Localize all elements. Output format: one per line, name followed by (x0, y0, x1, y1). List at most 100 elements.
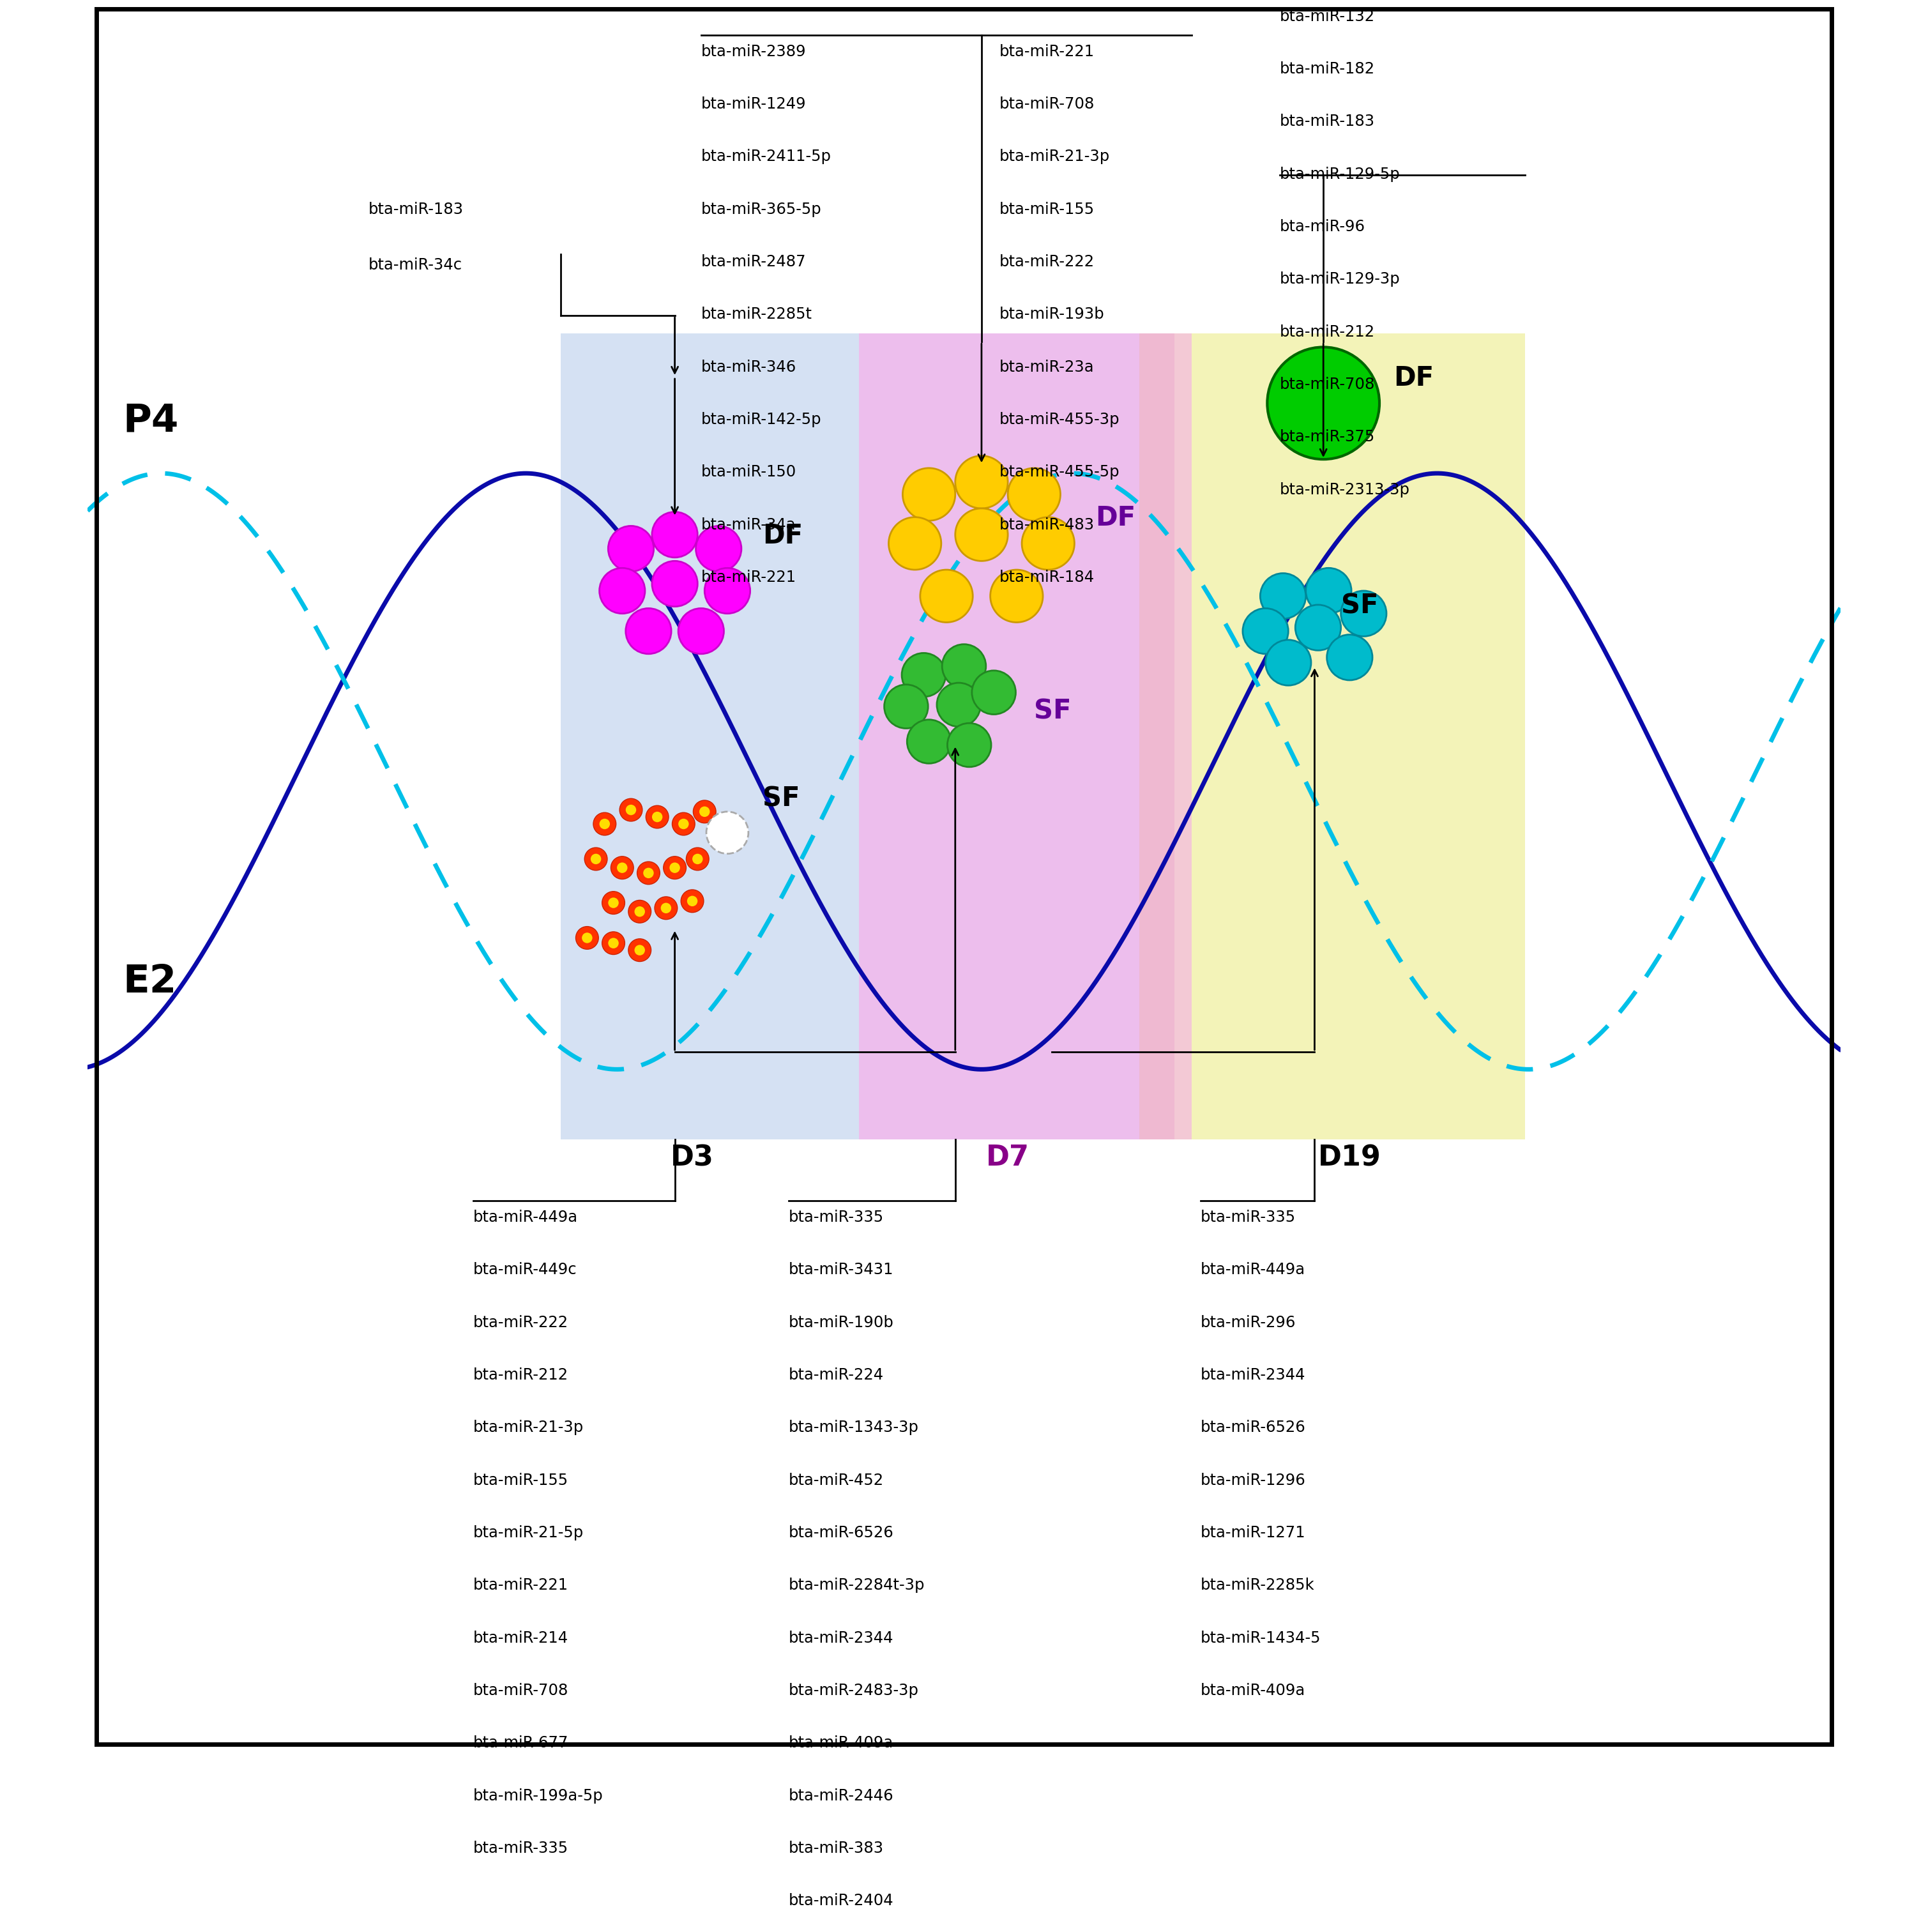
Circle shape (694, 800, 715, 823)
Text: bta-miR-2389: bta-miR-2389 (702, 44, 806, 60)
Text: bta-miR-2344: bta-miR-2344 (789, 1631, 895, 1646)
Text: bta-miR-383: bta-miR-383 (789, 1841, 883, 1857)
Circle shape (679, 819, 688, 829)
Circle shape (1265, 639, 1311, 686)
Text: bta-miR-2285t: bta-miR-2285t (702, 307, 812, 323)
Circle shape (661, 902, 671, 914)
Text: bta-miR-2404: bta-miR-2404 (789, 1893, 895, 1909)
Text: bta-miR-449a: bta-miR-449a (1201, 1262, 1305, 1277)
Circle shape (906, 719, 951, 763)
Text: bta-miR-296: bta-miR-296 (1201, 1316, 1296, 1329)
Text: D19: D19 (1319, 1144, 1380, 1171)
Text: bta-miR-2487: bta-miR-2487 (702, 255, 806, 270)
Circle shape (902, 653, 945, 697)
Text: bta-miR-2313-3p: bta-miR-2313-3p (1280, 483, 1409, 497)
Circle shape (889, 518, 941, 570)
Circle shape (954, 456, 1008, 508)
Circle shape (704, 568, 750, 614)
Text: bta-miR-335: bta-miR-335 (1201, 1209, 1296, 1225)
Text: bta-miR-483: bta-miR-483 (999, 518, 1095, 533)
Circle shape (644, 867, 654, 879)
Text: D3: D3 (671, 1144, 713, 1171)
Circle shape (600, 819, 609, 829)
Circle shape (1340, 591, 1386, 636)
Text: bta-miR-708: bta-miR-708 (1280, 377, 1375, 392)
Text: bta-miR-142-5p: bta-miR-142-5p (702, 412, 821, 427)
Circle shape (696, 526, 742, 572)
Text: bta-miR-212: bta-miR-212 (472, 1368, 569, 1383)
Text: bta-miR-1343-3p: bta-miR-1343-3p (789, 1420, 920, 1435)
Circle shape (1008, 468, 1060, 520)
Circle shape (700, 806, 710, 817)
Circle shape (954, 508, 1008, 560)
Text: DF: DF (1394, 365, 1434, 392)
Text: bta-miR-452: bta-miR-452 (789, 1472, 883, 1488)
Text: bta-miR-214: bta-miR-214 (472, 1631, 569, 1646)
Circle shape (692, 854, 704, 864)
Text: bta-miR-375: bta-miR-375 (1280, 429, 1375, 444)
Text: bta-miR-346: bta-miR-346 (702, 359, 796, 375)
Text: bta-miR-2411-5p: bta-miR-2411-5p (702, 149, 831, 164)
Text: bta-miR-409a: bta-miR-409a (789, 1735, 893, 1750)
Circle shape (619, 798, 642, 821)
Circle shape (937, 682, 981, 726)
Text: DF: DF (1095, 504, 1136, 531)
Circle shape (636, 862, 659, 885)
Circle shape (627, 609, 671, 653)
Circle shape (681, 889, 704, 912)
Circle shape (607, 898, 619, 908)
Text: bta-miR-96: bta-miR-96 (1280, 218, 1365, 234)
Circle shape (686, 896, 698, 906)
Text: bta-miR-455-5p: bta-miR-455-5p (999, 464, 1120, 479)
Circle shape (1326, 634, 1373, 680)
Text: bta-miR-212: bta-miR-212 (1280, 325, 1375, 340)
Circle shape (646, 806, 669, 829)
Circle shape (656, 896, 677, 920)
Text: bta-miR-2285k: bta-miR-2285k (1201, 1578, 1315, 1594)
Text: bta-miR-335: bta-miR-335 (789, 1209, 883, 1225)
Text: bta-miR-6526: bta-miR-6526 (789, 1524, 895, 1540)
Circle shape (991, 570, 1043, 622)
Text: P4: P4 (123, 402, 179, 440)
Circle shape (679, 609, 723, 653)
Circle shape (584, 848, 607, 871)
Circle shape (920, 570, 974, 622)
Circle shape (607, 526, 654, 572)
Circle shape (1305, 568, 1352, 614)
Circle shape (669, 862, 681, 873)
Text: SF: SF (762, 784, 800, 811)
Bar (1192, 332, 1525, 1140)
Bar (561, 332, 858, 1140)
Text: bta-miR-34a: bta-miR-34a (702, 518, 796, 533)
Circle shape (943, 643, 985, 688)
Circle shape (947, 723, 991, 767)
Text: bta-miR-224: bta-miR-224 (789, 1368, 883, 1383)
Bar (1139, 332, 1192, 1140)
Circle shape (634, 906, 646, 918)
Text: bta-miR-6526: bta-miR-6526 (1201, 1420, 1305, 1435)
Text: bta-miR-1271: bta-miR-1271 (1201, 1524, 1305, 1540)
Text: bta-miR-222: bta-miR-222 (999, 255, 1095, 270)
Text: bta-miR-449a: bta-miR-449a (472, 1209, 578, 1225)
Text: D7: D7 (985, 1144, 1030, 1171)
Circle shape (706, 811, 748, 854)
Text: bta-miR-129-3p: bta-miR-129-3p (1280, 272, 1400, 288)
Circle shape (617, 862, 627, 873)
Text: bta-miR-449c: bta-miR-449c (472, 1262, 576, 1277)
Circle shape (590, 854, 602, 864)
Text: bta-miR-1249: bta-miR-1249 (702, 97, 806, 112)
Text: bta-miR-3431: bta-miR-3431 (789, 1262, 895, 1277)
Text: bta-miR-365-5p: bta-miR-365-5p (702, 201, 821, 216)
Text: bta-miR-1296: bta-miR-1296 (1201, 1472, 1305, 1488)
Text: bta-miR-708: bta-miR-708 (999, 97, 1095, 112)
Circle shape (652, 811, 663, 823)
Text: bta-miR-2483-3p: bta-miR-2483-3p (789, 1683, 920, 1698)
Text: bta-miR-199a-5p: bta-miR-199a-5p (472, 1789, 603, 1803)
Circle shape (902, 468, 954, 520)
Circle shape (885, 684, 927, 728)
Circle shape (629, 900, 652, 923)
Text: bta-miR-21-3p: bta-miR-21-3p (999, 149, 1111, 164)
Circle shape (607, 937, 619, 949)
Text: bta-miR-221: bta-miR-221 (472, 1578, 569, 1594)
Circle shape (602, 931, 625, 954)
